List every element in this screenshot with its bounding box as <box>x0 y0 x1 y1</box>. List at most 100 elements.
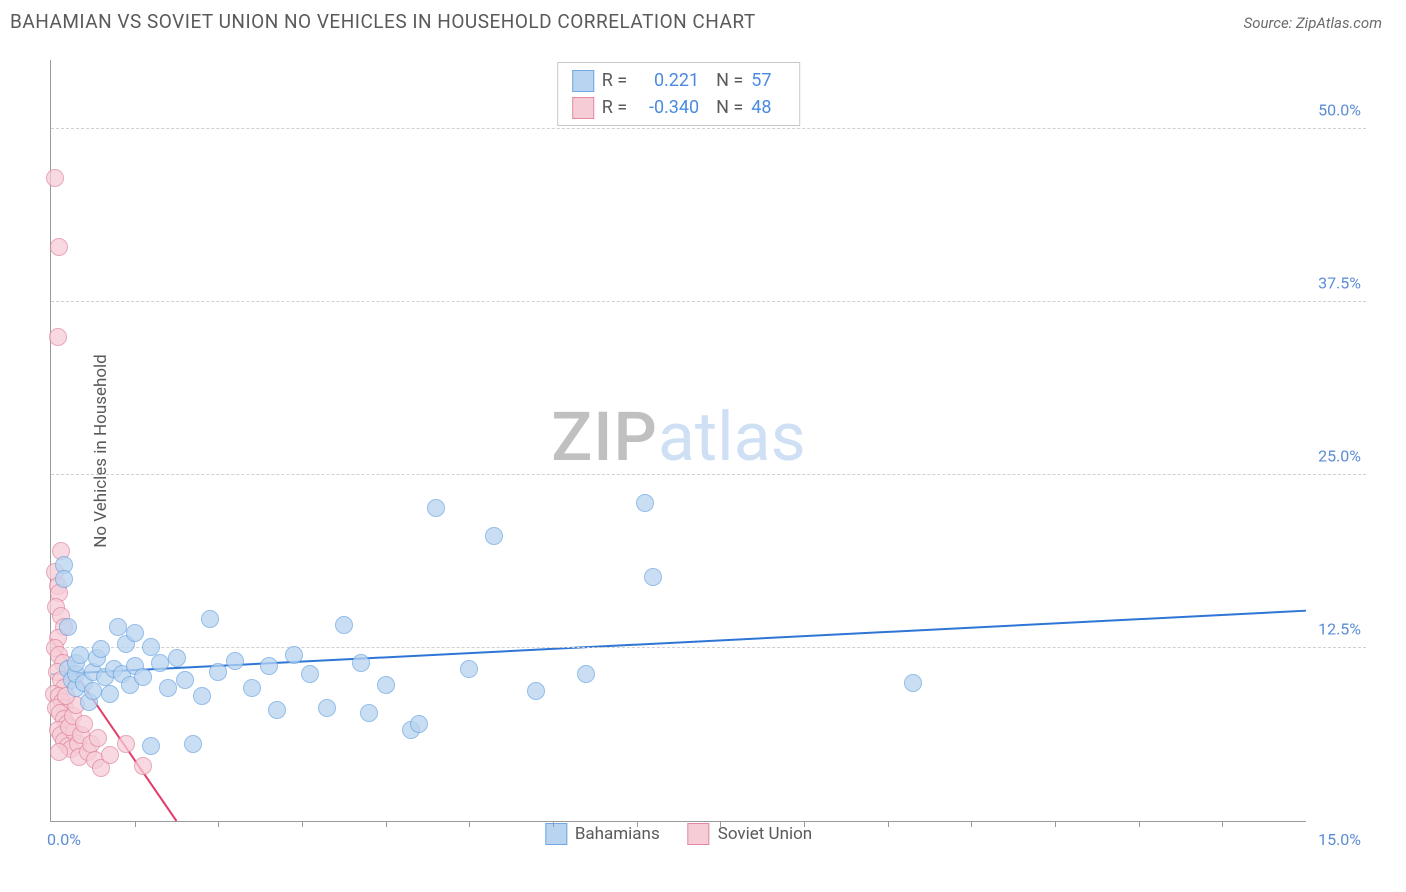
data-point <box>92 640 110 658</box>
data-point <box>89 729 107 747</box>
data-point <box>55 570 73 588</box>
data-point <box>226 652 244 670</box>
gridline <box>51 647 1366 648</box>
legend-item: Bahamians <box>545 823 660 845</box>
data-point <box>142 638 160 656</box>
data-point <box>485 527 503 545</box>
data-point <box>117 735 135 753</box>
data-point <box>134 757 152 775</box>
data-point <box>151 654 169 672</box>
data-point <box>49 328 67 346</box>
series-legend: Bahamians Soviet Union <box>545 823 812 845</box>
chart-title: BAHAMIAN VS SOVIET UNION NO VEHICLES IN … <box>10 10 756 33</box>
data-point <box>101 685 119 703</box>
header: BAHAMIAN VS SOVIET UNION NO VEHICLES IN … <box>0 0 1406 33</box>
y-tick-label: 50.0% <box>1318 101 1361 120</box>
x-tick-mark <box>971 821 972 827</box>
legend-swatch <box>545 823 567 845</box>
data-point <box>176 671 194 689</box>
data-point <box>335 616 353 634</box>
data-point <box>285 646 303 664</box>
x-tick-mark <box>720 821 721 827</box>
data-point <box>243 679 261 697</box>
y-tick-label: 12.5% <box>1318 620 1361 639</box>
data-point <box>50 743 68 761</box>
x-tick-min: 0.0% <box>47 830 81 849</box>
data-point <box>644 568 662 586</box>
correlation-row: R = -0.340 N = 48 <box>572 94 786 121</box>
data-point <box>109 618 127 636</box>
watermark: ZIPatlas <box>551 397 806 477</box>
data-point <box>268 701 286 719</box>
x-tick-mark <box>1222 821 1223 827</box>
x-tick-mark <box>1139 821 1140 827</box>
data-point <box>460 660 478 678</box>
data-point <box>427 499 445 517</box>
data-point <box>142 737 160 755</box>
r-label: R = <box>602 94 627 121</box>
data-point <box>46 169 64 187</box>
x-tick-mark <box>386 821 387 827</box>
x-tick-mark <box>553 821 554 827</box>
watermark-atlas: atlas <box>658 397 806 477</box>
n-value: 57 <box>751 67 785 94</box>
legend-swatch <box>572 70 594 92</box>
data-point <box>410 715 428 733</box>
data-point <box>201 610 219 628</box>
n-label: N = <box>707 67 743 94</box>
source-label: Source: ZipAtlas.com <box>1244 14 1382 32</box>
data-point <box>318 699 336 717</box>
correlation-legend: R = 0.221 N = 57 R = -0.340 N = 48 <box>557 62 801 126</box>
data-point <box>168 649 186 667</box>
x-tick-mark <box>888 821 889 827</box>
legend-item: Soviet Union <box>688 823 812 845</box>
plot-region: ZIPatlas R = 0.221 N = 57R = -0.340 N = 48 0… <box>50 60 1306 822</box>
gridline <box>51 301 1366 302</box>
x-tick-max: 15.0% <box>1318 830 1361 849</box>
data-point <box>527 682 545 700</box>
legend-swatch <box>572 97 594 119</box>
x-tick-mark <box>135 821 136 827</box>
data-point <box>71 646 89 664</box>
data-point <box>209 663 227 681</box>
x-tick-mark <box>804 821 805 827</box>
data-point <box>101 746 119 764</box>
n-value: 48 <box>751 94 785 121</box>
gridline <box>51 128 1366 129</box>
data-point <box>50 238 68 256</box>
r-value: -0.340 <box>635 94 699 121</box>
data-point <box>352 654 370 672</box>
data-point <box>636 494 654 512</box>
x-tick-mark <box>1055 821 1056 827</box>
data-point <box>260 657 278 675</box>
data-point <box>134 668 152 686</box>
chart-area: No Vehicles in Household ZIPatlas R =0.2… <box>10 50 1366 852</box>
data-point <box>126 624 144 642</box>
data-point <box>577 665 595 683</box>
watermark-zip: ZIP <box>551 397 658 477</box>
x-tick-mark <box>637 821 638 827</box>
gridline <box>51 474 1366 475</box>
r-label: R = <box>602 67 627 94</box>
y-tick-label: 37.5% <box>1318 274 1361 293</box>
legend-label: Bahamians <box>575 824 660 844</box>
data-point <box>904 674 922 692</box>
correlation-row: R = 0.221 N = 57 <box>572 67 786 94</box>
n-label: N = <box>707 94 743 121</box>
data-point <box>184 735 202 753</box>
data-point <box>301 665 319 683</box>
trend-lines <box>51 60 1306 821</box>
x-tick-mark <box>469 821 470 827</box>
r-value: 0.221 <box>635 67 699 94</box>
x-tick-mark <box>302 821 303 827</box>
legend-swatch <box>688 823 710 845</box>
data-point <box>159 679 177 697</box>
data-point <box>193 687 211 705</box>
data-point <box>377 676 395 694</box>
legend-label: Soviet Union <box>718 824 812 844</box>
data-point <box>84 682 102 700</box>
y-tick-label: 25.0% <box>1318 447 1361 466</box>
x-tick-mark <box>218 821 219 827</box>
data-point <box>360 704 378 722</box>
data-point <box>59 618 77 636</box>
